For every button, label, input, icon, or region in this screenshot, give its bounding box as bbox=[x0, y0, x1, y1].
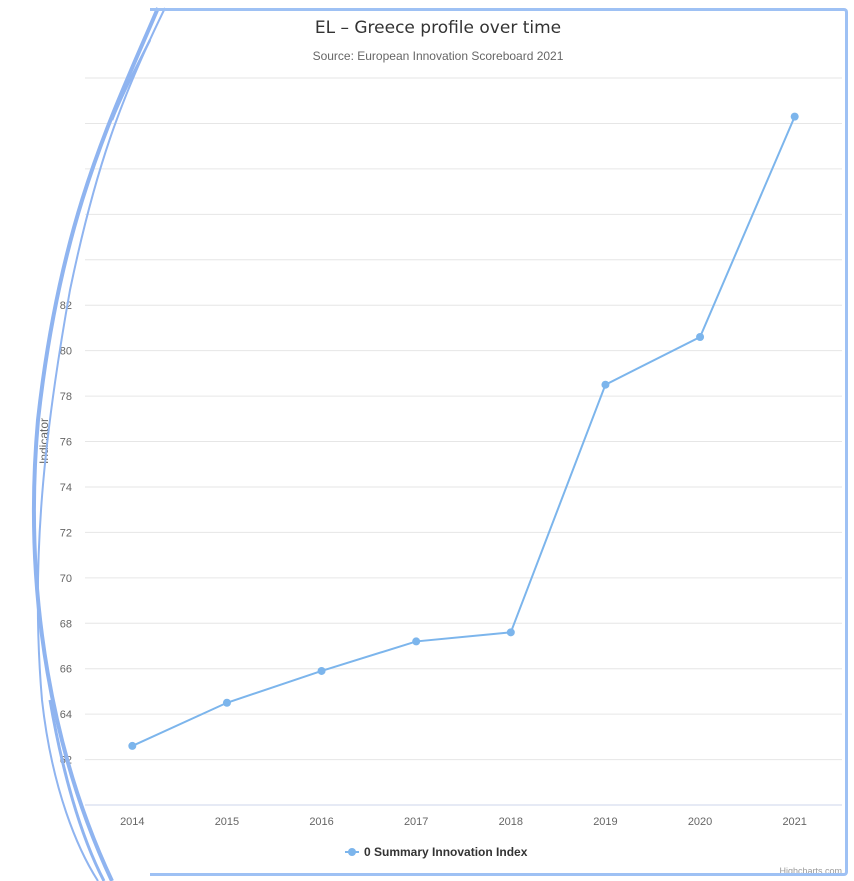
decorative-swoosh bbox=[31, 7, 166, 881]
x-axis: 2014 2015 2016 2017 2018 2019 2020 2021 bbox=[85, 804, 842, 828]
x-tick-label: 2016 bbox=[309, 816, 333, 828]
data-point[interactable] bbox=[601, 380, 610, 389]
y-tick-label: 74 bbox=[60, 482, 72, 494]
y-tick-label: 70 bbox=[60, 573, 72, 585]
data-point[interactable] bbox=[317, 666, 326, 675]
x-tick-label: 2018 bbox=[499, 816, 523, 828]
data-point[interactable] bbox=[222, 698, 231, 707]
data-point[interactable] bbox=[412, 637, 421, 646]
x-tick-label: 2017 bbox=[404, 816, 428, 828]
y-tick-label: 76 bbox=[60, 437, 72, 449]
y-tick-label: 72 bbox=[60, 527, 72, 539]
y-tick-label: 80 bbox=[60, 346, 72, 358]
series-group bbox=[128, 112, 799, 750]
y-tick-label: 82 bbox=[60, 300, 72, 312]
y-tick-label: 64 bbox=[60, 709, 72, 721]
chart-title: EL – Greece profile over time bbox=[315, 18, 561, 38]
legend[interactable]: 0 Summary Innovation Index bbox=[345, 845, 528, 859]
y-tick-label: 68 bbox=[60, 618, 72, 630]
grid bbox=[85, 77, 842, 806]
data-point[interactable] bbox=[696, 332, 705, 341]
x-tick-label: 2020 bbox=[688, 816, 712, 828]
chart-subtitle: Source: European Innovation Scoreboard 2… bbox=[313, 49, 564, 63]
credits-link[interactable]: Highcharts.com bbox=[779, 866, 842, 876]
y-tick-label: 66 bbox=[60, 664, 72, 676]
y-tick-label: 78 bbox=[60, 391, 72, 403]
data-point[interactable] bbox=[128, 741, 137, 750]
y-axis-title: Indicator bbox=[37, 418, 51, 464]
x-tick-label: 2015 bbox=[215, 816, 239, 828]
x-tick-label: 2014 bbox=[120, 816, 144, 828]
x-tick-label: 2019 bbox=[593, 816, 617, 828]
data-point[interactable] bbox=[506, 628, 515, 637]
legend-item-label[interactable]: 0 Summary Innovation Index bbox=[364, 845, 528, 859]
series-line bbox=[131, 116, 796, 747]
legend-marker-symbol bbox=[348, 848, 356, 856]
data-point[interactable] bbox=[790, 112, 799, 121]
x-tick-label: 2021 bbox=[782, 816, 806, 828]
